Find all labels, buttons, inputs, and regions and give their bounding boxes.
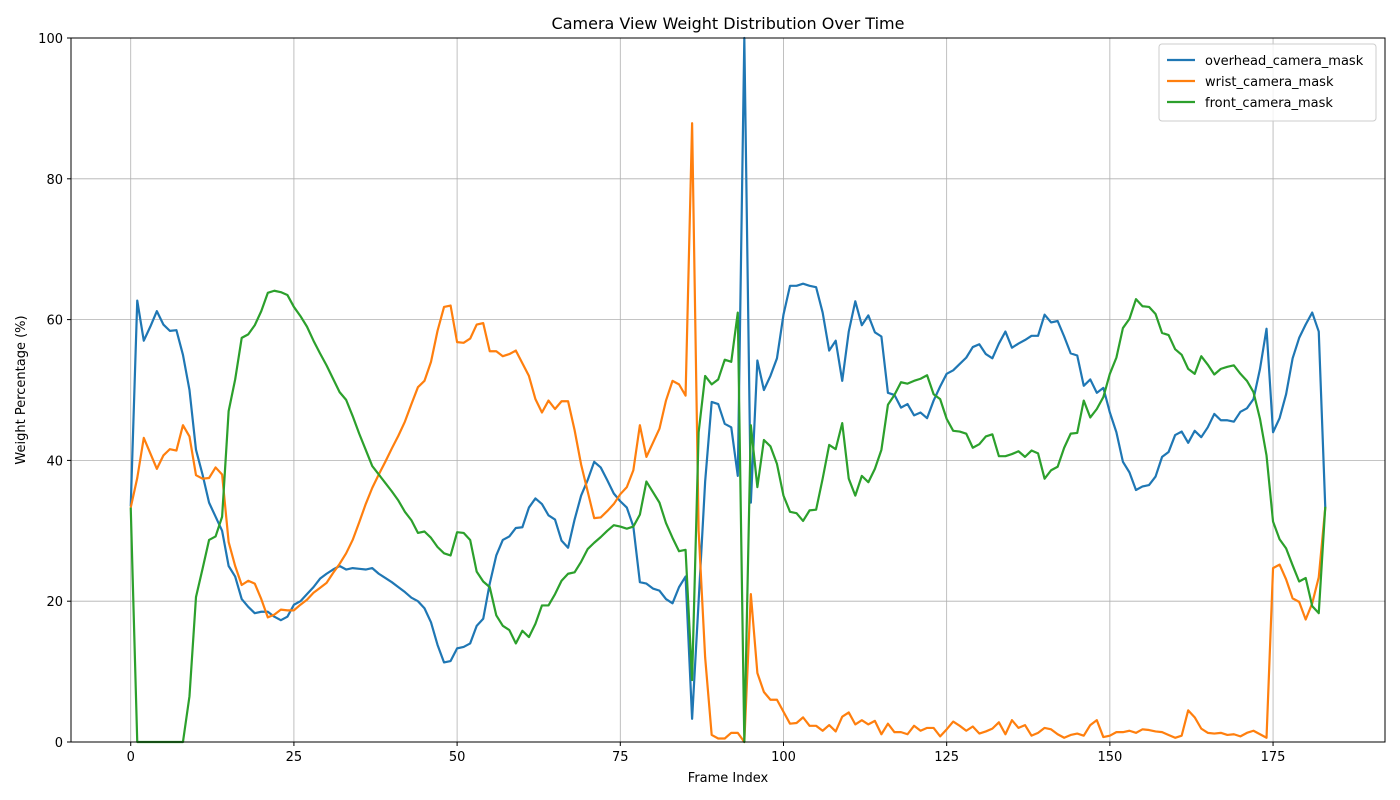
y-tick-label: 20 [46, 595, 63, 610]
legend-label: overhead_camera_mask [1205, 54, 1364, 69]
plot-frame [70, 37, 1386, 743]
legend-label: front_camera_mask [1205, 96, 1333, 111]
x-tick-label: 50 [449, 750, 466, 765]
y-axis-label: Weight Percentage (%) [14, 315, 29, 464]
x-tick-label: 0 [127, 750, 135, 765]
y-tick-label: 100 [38, 32, 63, 47]
x-tick-label: 25 [286, 750, 303, 765]
data-line [129, 36, 1327, 720]
x-axis-label: Frame Index [688, 771, 769, 786]
x-tick-label: 125 [934, 750, 959, 765]
data-line [129, 122, 1327, 744]
x-tick-label: 150 [1097, 750, 1122, 765]
x-tick-label: 175 [1261, 750, 1286, 765]
y-tick-label: 80 [46, 173, 63, 188]
y-tick-label: 40 [46, 454, 63, 469]
x-tick-label: 100 [771, 750, 796, 765]
y-tick-label: 60 [46, 314, 63, 329]
legend-label: wrist_camera_mask [1205, 75, 1334, 90]
x-tick-label: 75 [612, 750, 629, 765]
chart-title: Camera View Weight Distribution Over Tim… [552, 14, 905, 33]
y-tick-label: 0 [55, 736, 63, 751]
legend-box [1158, 43, 1377, 122]
data-line [129, 289, 1327, 744]
plot-lines [129, 36, 1327, 744]
